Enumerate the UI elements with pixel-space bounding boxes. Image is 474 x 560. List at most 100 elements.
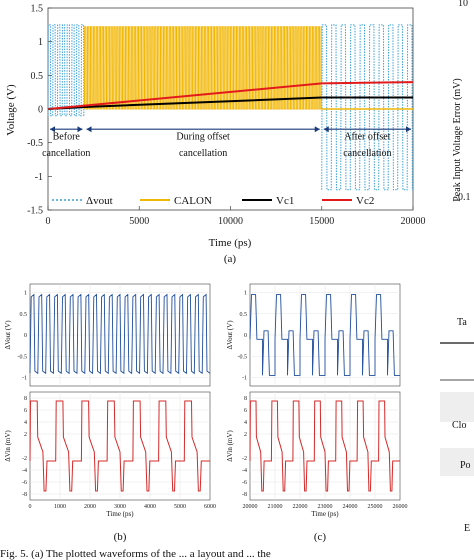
x-tick-label: 20000 (401, 216, 426, 227)
y-tick-label: 1.5 (31, 4, 44, 15)
series-dvin-wave (29, 400, 210, 492)
table-row-shade-2 (440, 448, 474, 476)
right-y-label: Peak Input Voltage Error (mV) (452, 78, 463, 202)
chart-c: 1 0.5 0 -0.5 -1 8 6 4 2 -2 -4 -6 -8 20000 21000 22000 23… (226, 283, 408, 543)
y-tick-label: -6 (242, 480, 247, 486)
arrowhead-right (77, 126, 83, 133)
table-fragment-1: Ta (457, 317, 467, 328)
right-tick-top: 10 (458, 0, 468, 9)
annotation-text: During offset (176, 131, 230, 142)
series-dvin-wave (249, 400, 400, 492)
series-dvout-after (321, 24, 413, 191)
series-dvout-before (47, 24, 85, 117)
caption-b: (b) (114, 531, 127, 543)
y-axis-label-c-top: ΔVout (V) (226, 320, 234, 350)
annotation-text: Before (53, 131, 81, 142)
y-tick-label: 8 (24, 396, 27, 402)
y-tick-label: 4 (244, 420, 247, 426)
series-a (47, 24, 414, 191)
x-tick-label: 20000 (243, 504, 258, 510)
annotation-text: cancellation (42, 148, 90, 159)
right-tick-bottom: 0.1 (458, 192, 471, 203)
x-tick-label: 26000 (393, 504, 408, 510)
x-tick-label: 15000 (309, 216, 334, 227)
x-tick-label: 5000 (174, 504, 186, 510)
x-tick-label: 3000 (114, 504, 126, 510)
y-tick-label: 0 (24, 333, 27, 339)
y-axis-label-b-top: ΔVout (V) (4, 320, 12, 350)
y-tick-label: -4 (22, 468, 27, 474)
legend-a: Δvout CALON Vc1 Vc2 (52, 195, 374, 207)
x-tick-label: 10000 (218, 216, 243, 227)
y-tick-label: 0.5 (20, 312, 28, 318)
x-tick-label: 4000 (144, 504, 156, 510)
x-tick-label: 2000 (84, 504, 96, 510)
y-axis-label-b-bottom: ΔVin (mV) (4, 430, 12, 462)
table-fragment-3: Po (460, 460, 471, 471)
chart-a: Before cancellation During offset cancellat… (5, 4, 426, 266)
caption-c: (c) (314, 531, 327, 543)
x-axis-label-c: Time (ps) (311, 510, 339, 518)
y-tick-label: 0 (244, 333, 247, 339)
arrowhead-right (406, 126, 411, 133)
y-tick-label: 1 (38, 37, 43, 48)
legend-label-vc2: Vc2 (356, 195, 374, 207)
y-tick-label: -2 (22, 456, 27, 462)
series-dvout-wave (29, 293, 211, 375)
annotation-text: After offset (344, 131, 390, 142)
table-fragment-2: Clo (452, 420, 466, 431)
y-tick-label: 0 (38, 105, 43, 116)
x-axis-label-b: Time (ps) (106, 510, 134, 518)
table-fragment-4: E (464, 523, 470, 534)
x-tick-label: 23000 (318, 504, 333, 510)
x-tick-label: 22000 (293, 504, 308, 510)
x-tick-label: 6000 (204, 504, 216, 510)
y-tick-label: 4 (24, 420, 27, 426)
y-tick-label: 0.5 (240, 312, 248, 318)
x-tick-label: 5000 (129, 216, 149, 227)
y-tick-label: -2 (242, 456, 247, 462)
annotation-text: cancellation (179, 148, 227, 159)
y-ticks-a: 1.5 1 0.5 0 -0.5 -1 -1.5 (27, 4, 52, 217)
x-axis-label-a: Time (ps) (209, 237, 252, 249)
table-row-shade (440, 392, 474, 422)
x-tick-label: 0 (46, 216, 51, 227)
y-tick-label: 6 (24, 408, 27, 414)
y-tick-label: 1 (244, 291, 247, 297)
legend-label-calon: CALON (174, 195, 212, 207)
arrowhead-right (314, 126, 320, 133)
arrowhead-left (86, 126, 92, 133)
y-tick-label: 6 (244, 408, 247, 414)
x-tick-label: 25000 (368, 504, 383, 510)
x-tick-label: 24000 (343, 504, 358, 510)
y-axis-label-a: Voltage (V) (5, 84, 17, 136)
x-tick-label: 1000 (54, 504, 66, 510)
y-tick-label: -1.5 (27, 206, 43, 217)
y-tick-label: -8 (242, 492, 247, 498)
y-tick-label: -0.5 (27, 138, 43, 149)
y-tick-label: 8 (244, 396, 247, 402)
y-tick-label: -1 (35, 172, 43, 183)
legend-label-dvout: Δvout (86, 195, 113, 207)
x-ticks-a: 0 5000 10000 15000 20000 (46, 206, 426, 227)
right-edge-fragment: 10 Peak Input Voltage Error (mV) 0.1 Ta … (440, 0, 474, 534)
y-tick-label: 0.5 (31, 71, 44, 82)
series-dvout-wave (249, 294, 400, 376)
legend-label-vc1: Vc1 (276, 195, 294, 207)
y-tick-label: -0.5 (18, 354, 28, 360)
arrowhead-left (50, 126, 55, 133)
series-calon (83, 26, 322, 110)
y-tick-label: -8 (22, 492, 27, 498)
y-tick-label: -1 (242, 376, 247, 382)
content-c: 1 0.5 0 -0.5 -1 8 6 4 2 -2 -4 -6 -8 20000 21000 22000 23… (238, 284, 408, 510)
y-tick-label: 1 (24, 291, 27, 297)
figure-caption-fragment: Fig. 5. (a) The plotted waveforms of the… (0, 548, 271, 560)
y-tick-label: -4 (242, 468, 247, 474)
y-tick-label: -6 (22, 480, 27, 486)
caption-a: (a) (224, 253, 237, 265)
annotations-a: Before cancellation During offset cancellat… (42, 126, 411, 159)
annotation-text: cancellation (343, 148, 391, 159)
